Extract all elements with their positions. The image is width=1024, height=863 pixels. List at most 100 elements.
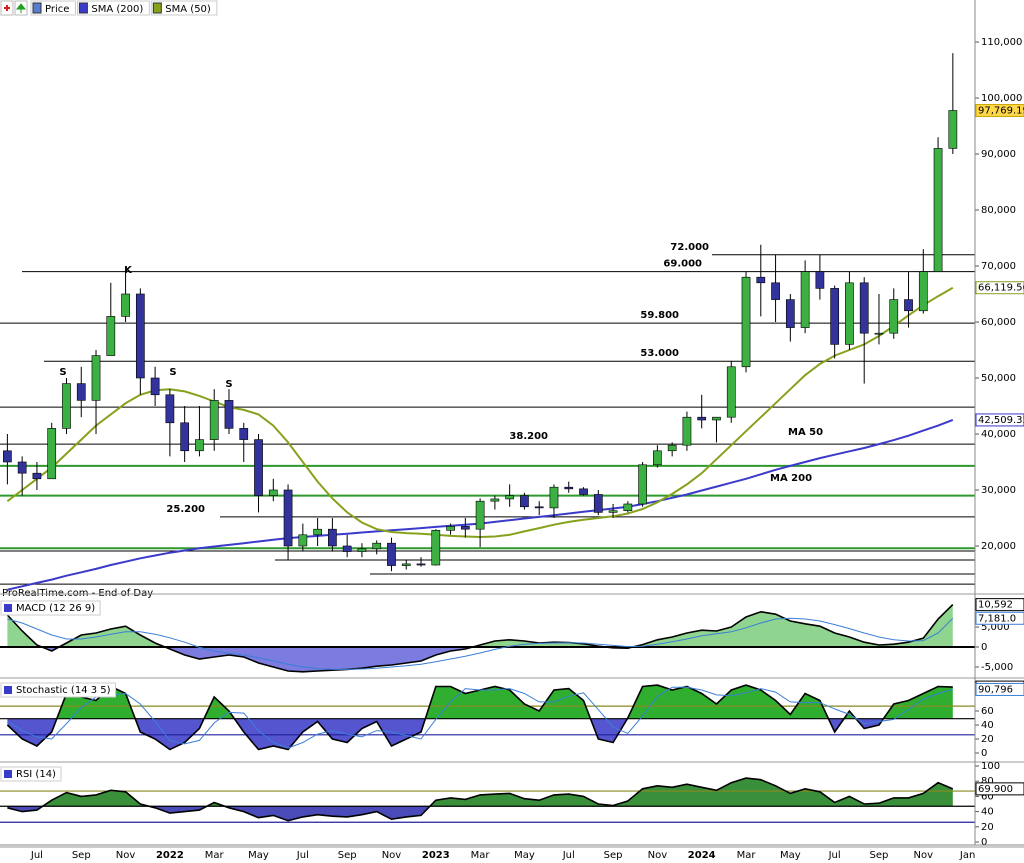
last-value-label: 7,181.0	[978, 613, 1016, 624]
area-down	[7, 647, 953, 672]
candle-body	[62, 383, 71, 429]
candle-body	[121, 293, 130, 317]
candle-body	[608, 510, 618, 513]
panel-title-frame	[0, 600, 101, 616]
legend-frame	[76, 0, 150, 16]
y-tick-label: 100	[981, 761, 1000, 772]
candle-body	[32, 472, 42, 480]
panel-title: MACD (12 26 9)	[16, 603, 95, 614]
candle-body	[209, 400, 219, 440]
x-tick-label: Nov	[116, 850, 136, 861]
level-label: 25.200	[166, 504, 205, 515]
candle-body	[224, 400, 234, 429]
indicator-line	[6, 604, 954, 673]
icon-add	[4, 5, 10, 11]
candle-body	[741, 276, 751, 368]
y-tick-label: 60	[981, 706, 994, 717]
x-tick-label: Sep	[870, 850, 889, 861]
legend-label: Price	[45, 4, 69, 15]
panel-icon	[4, 686, 12, 694]
legend-label: SMA (200)	[91, 4, 143, 15]
candle-body	[756, 276, 766, 284]
legend-label: SMA (50)	[165, 4, 211, 15]
x-tick-label: 2022	[156, 850, 184, 861]
y-tick-label: -5,000	[981, 662, 1013, 673]
last-value-box	[975, 782, 1024, 796]
panel-title: Stochastic (14 3 5)	[16, 685, 111, 696]
candle-body	[638, 464, 647, 505]
level-label: 72.000	[670, 242, 709, 253]
area-down	[7, 718, 884, 750]
y-tick-label: 110,000	[981, 37, 1022, 48]
candle-body	[239, 428, 249, 440]
x-tick-label: May	[248, 850, 269, 861]
last-value-label: 90,796	[978, 684, 1013, 695]
candle-body	[830, 288, 840, 345]
last-value-box	[975, 281, 1024, 295]
candle-body	[357, 548, 367, 552]
icon-up	[15, 3, 27, 13]
y-tick-label: 60	[981, 791, 994, 802]
candle-body	[682, 416, 692, 446]
candle-body	[667, 444, 677, 452]
candle-body	[593, 494, 603, 513]
candle-body	[195, 439, 204, 452]
candle-body	[372, 542, 382, 550]
x-tick-label: Jul	[562, 850, 575, 861]
candle-body	[815, 271, 825, 289]
candle-body	[579, 488, 588, 495]
indicator-line	[7, 686, 953, 749]
panel-title: RSI (14)	[16, 769, 56, 780]
y-tick-label: 5,000	[981, 622, 1010, 633]
y-tick-label: 20,000	[981, 541, 1016, 552]
level-label: 69.000	[663, 259, 702, 270]
x-tick-label: Sep	[604, 850, 623, 861]
candle-body	[918, 271, 928, 312]
candle-body	[180, 422, 190, 452]
candle-body	[106, 316, 116, 356]
x-tick-label: Nov	[914, 850, 934, 861]
x-tick-label: Nov	[382, 850, 402, 861]
y-tick-label: 0	[981, 642, 987, 653]
candle-body	[534, 506, 544, 509]
ma-annotation: MA 50	[788, 427, 823, 438]
candle-body	[623, 503, 633, 512]
plot-layer: 20,000 30,000 40,000 50,000 60,000 70,000 80,0…	[0, 37, 1024, 861]
last-value-label: 42,509.35	[978, 415, 1024, 426]
ma-annotation: MA 200	[770, 473, 812, 484]
candle-body	[446, 526, 455, 531]
last-value-box	[975, 611, 1024, 625]
candle-body	[726, 366, 736, 418]
legend-swatch	[78, 2, 88, 14]
y-tick-label: 40,000	[981, 429, 1016, 440]
last-value-label: 69.900	[978, 784, 1013, 795]
last-value-box	[975, 413, 1024, 427]
candle-body	[283, 489, 293, 547]
candle-body	[47, 428, 57, 480]
indicator-line	[7, 617, 954, 670]
legend-swatch	[152, 2, 162, 14]
x-tick-label: Sep	[72, 850, 91, 861]
x-tick-label: 2024	[688, 850, 716, 861]
candle-body	[342, 545, 352, 552]
pattern-label: S	[225, 379, 232, 390]
candle-body	[17, 461, 27, 474]
area-up	[7, 604, 953, 647]
y-tick-label: 60,000	[981, 317, 1016, 328]
candle-body	[800, 271, 810, 328]
candle-body	[431, 530, 441, 566]
x-tick-label: Mar	[471, 850, 491, 861]
candle-body	[254, 439, 263, 496]
candle-body	[948, 110, 958, 149]
panel-title-frame	[0, 766, 62, 782]
x-tick-label: Jul	[828, 850, 841, 861]
candle-body	[904, 299, 913, 312]
candle-body	[859, 282, 869, 334]
candle-body	[549, 486, 559, 509]
pattern-label: S	[59, 367, 66, 378]
x-tick-label: Sep	[338, 850, 357, 861]
candle-body	[268, 489, 278, 496]
pattern-label: K	[124, 265, 133, 276]
y-tick-label: 90,000	[981, 149, 1016, 160]
